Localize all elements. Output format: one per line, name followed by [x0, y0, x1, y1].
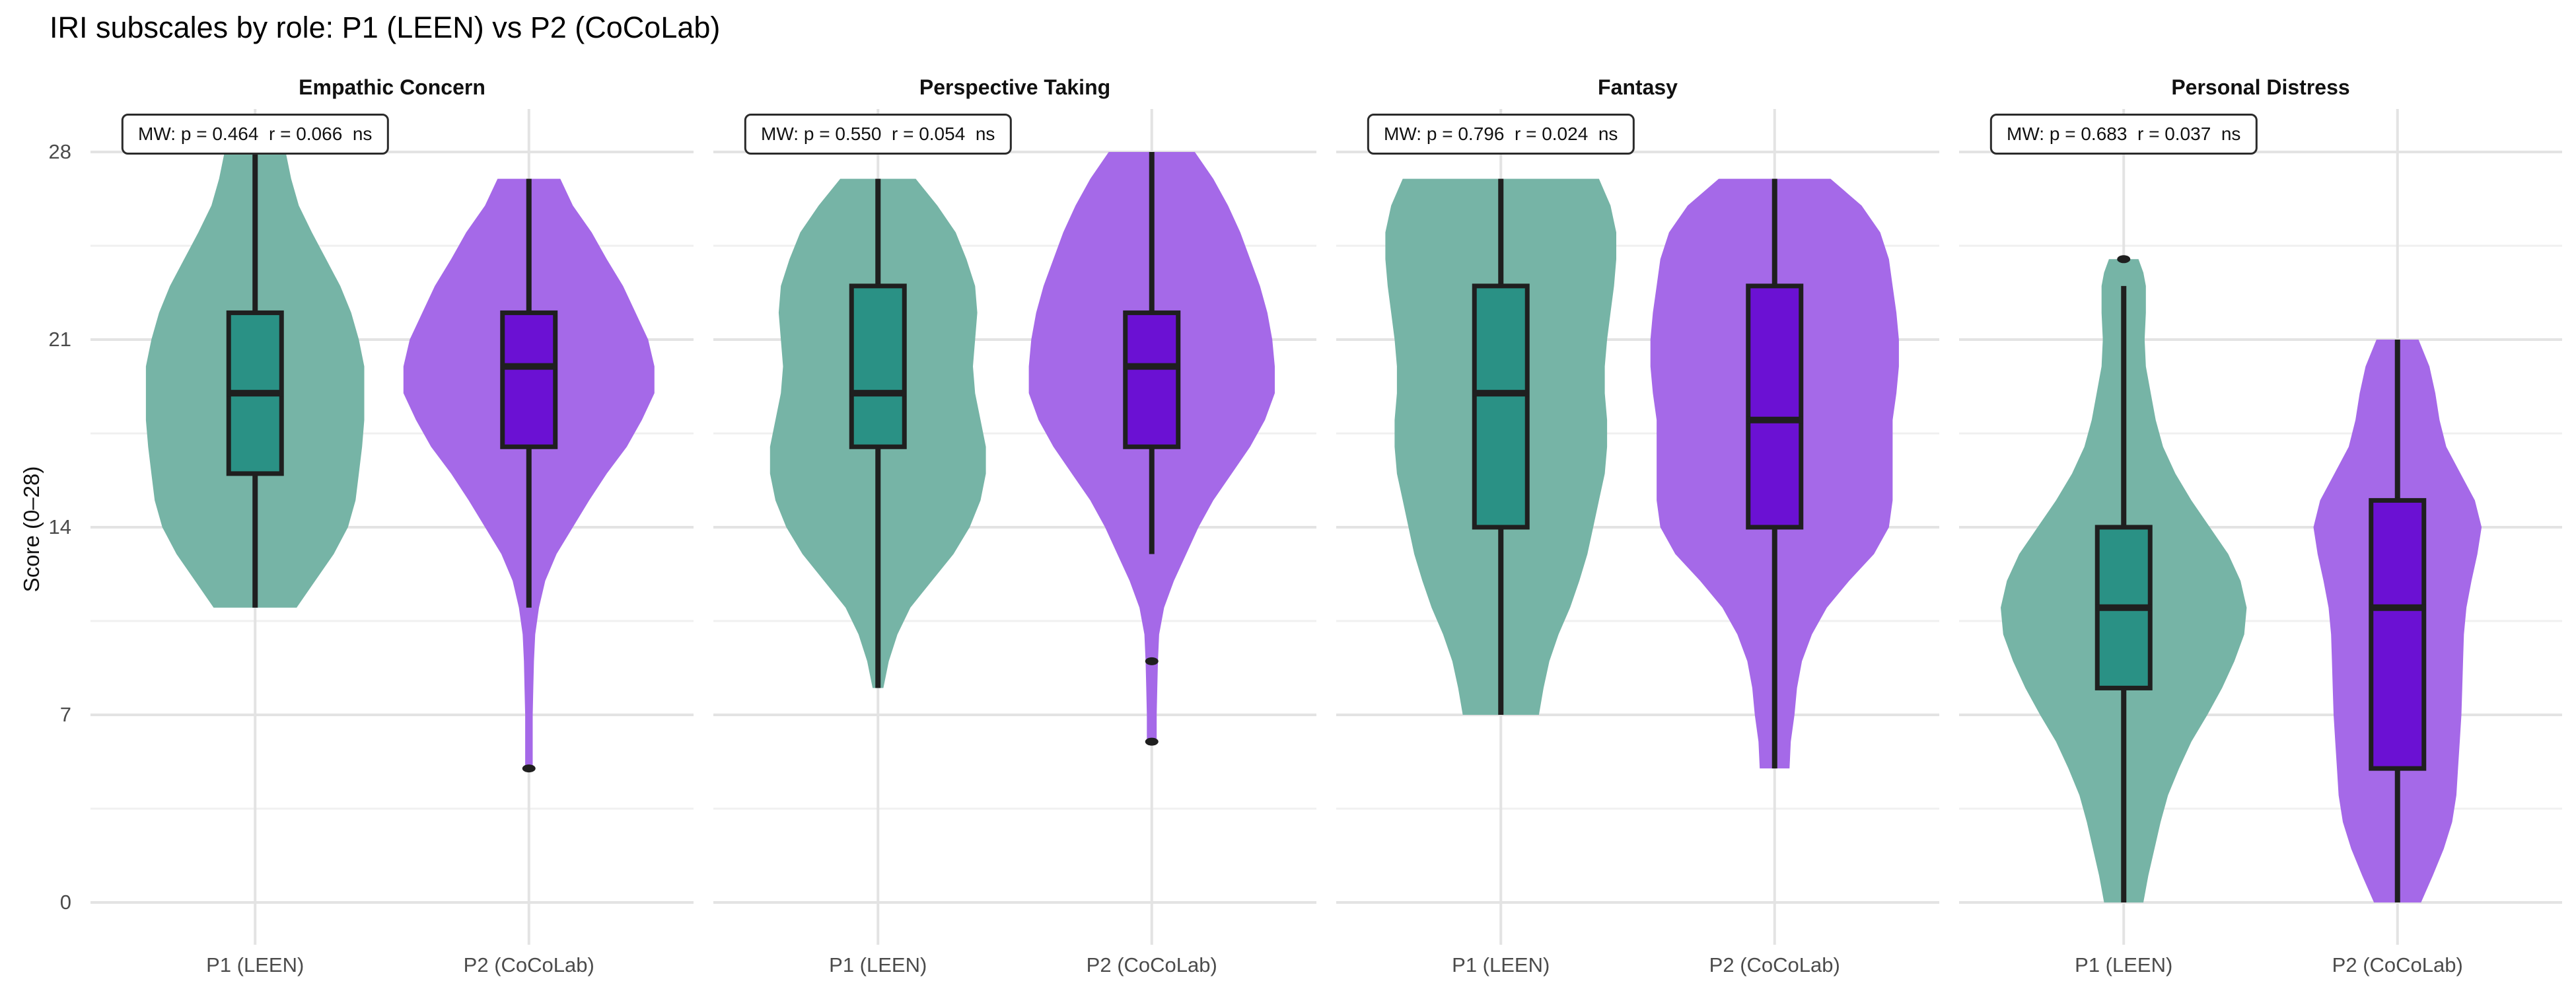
stat-annotation-personal-distress: MW: p = 0.683 r = 0.037 ns	[1990, 114, 2258, 155]
y-tick-label: 14	[48, 515, 71, 538]
outlier-point	[2117, 255, 2131, 264]
x-tick-label: P2 (CoCoLab)	[463, 953, 594, 976]
box-P1 (LEEN)	[849, 283, 907, 449]
x-tick-label: P1 (LEEN)	[829, 953, 927, 976]
facet-title-empathic-concern: Empathic Concern	[299, 75, 485, 99]
x-tick-label: P1 (LEEN)	[1452, 953, 1550, 976]
outlier-point	[1145, 737, 1159, 746]
y-tick-label: 7	[59, 703, 71, 726]
stat-annotation-fantasy: MW: p = 0.796 r = 0.024 ns	[1367, 114, 1635, 155]
y-tick-label: 0	[59, 891, 71, 914]
box-P2 (CoCoLab)	[1123, 310, 1181, 449]
box-P1 (LEEN)	[1472, 283, 1530, 530]
box-P2 (CoCoLab)	[1746, 283, 1804, 530]
chart-title: IRI subscales by role: P1 (LEEN) vs P2 (…	[50, 11, 721, 44]
box-P2 (CoCoLab)	[500, 310, 558, 449]
y-tick-label: 21	[48, 328, 71, 351]
x-tick-label: P2 (CoCoLab)	[1086, 953, 1217, 976]
x-tick-label: P2 (CoCoLab)	[1709, 953, 1840, 976]
facet-title-perspective-taking: Perspective Taking	[919, 75, 1111, 99]
boxplots	[226, 152, 2427, 902]
x-tick-label: P1 (LEEN)	[2075, 953, 2173, 976]
stat-annotation-empathic-concern: MW: p = 0.464 r = 0.066 ns	[122, 114, 389, 155]
facet-title-fantasy: Fantasy	[1598, 75, 1678, 99]
x-tick-label: P1 (LEEN)	[206, 953, 304, 976]
facet-title-personal-distress: Personal Distress	[2171, 75, 2350, 99]
x-tick-label: P2 (CoCoLab)	[2332, 953, 2463, 976]
box-P2 (CoCoLab)	[2369, 497, 2427, 771]
stat-annotation-perspective-taking: MW: p = 0.550 r = 0.054 ns	[744, 114, 1012, 155]
outlier-point	[522, 764, 536, 773]
y-tick-label: 28	[48, 140, 71, 163]
outlier-point	[1145, 657, 1159, 665]
